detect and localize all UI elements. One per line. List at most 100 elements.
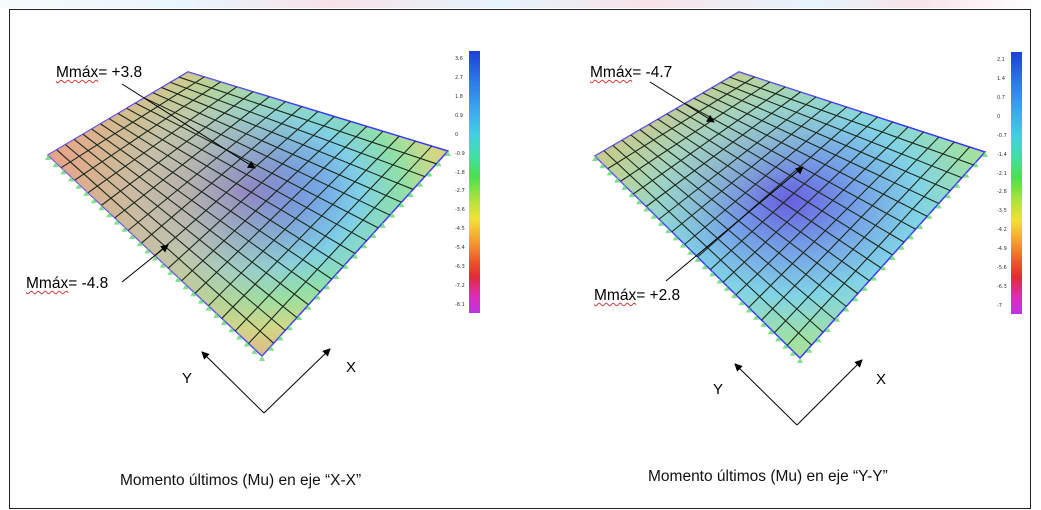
support-marker — [333, 274, 340, 279]
support-marker — [760, 321, 767, 327]
support-marker — [592, 156, 598, 161]
support-marker — [775, 336, 782, 342]
support-marker — [370, 233, 377, 238]
support-marker — [152, 255, 158, 261]
support-marker — [650, 213, 657, 219]
mesh-line — [697, 111, 863, 258]
left-plate — [45, 71, 451, 361]
support-marker — [935, 203, 942, 209]
support-marker — [679, 242, 686, 248]
support-marker — [220, 320, 227, 326]
support-marker — [665, 228, 672, 234]
support-marker — [205, 305, 212, 311]
mesh-line — [693, 97, 928, 217]
support-marker — [945, 193, 951, 199]
support-marker — [52, 162, 59, 168]
colorbar-tick-label: -1.8 — [455, 169, 465, 176]
support-marker — [60, 169, 67, 175]
support-marker — [407, 192, 414, 197]
support-marker — [824, 327, 831, 333]
colorbar-left — [469, 51, 480, 313]
support-marker — [251, 348, 258, 354]
axis-label-y-right: Y — [713, 381, 724, 398]
support-marker — [782, 343, 789, 349]
colorbar-tick-label: 0 — [997, 113, 1001, 120]
leader-arrow-bottom-left — [121, 244, 169, 283]
axes-right — [734, 359, 863, 426]
support-marker — [861, 285, 868, 291]
colorbar-tick-label: -4.5 — [455, 226, 465, 233]
support-marker — [843, 306, 850, 312]
label-mmax-top-right: Mmáx= -4.7 — [590, 64, 673, 81]
leader-arrow-top-right — [649, 81, 715, 123]
support-marker — [197, 298, 204, 304]
colorbar-tick-label: 1.8 — [455, 93, 463, 100]
mesh-line — [709, 116, 878, 271]
right-plate — [592, 71, 988, 363]
support-marker — [305, 304, 312, 310]
support-marker — [435, 161, 442, 167]
support-marker — [113, 219, 120, 225]
colorbar-tick-label: 0.9 — [455, 112, 463, 119]
mesh-line — [126, 107, 367, 242]
support-marker — [398, 202, 405, 208]
mesh-line — [248, 145, 433, 344]
support-marker — [167, 269, 174, 275]
colorbar-tick-label: -5.6 — [997, 265, 1007, 272]
support-marker — [908, 234, 914, 240]
figure-frame — [9, 9, 1031, 509]
support-marker — [45, 155, 51, 160]
support-marker — [90, 198, 97, 204]
support-marker — [296, 315, 303, 320]
colorbar-tick-label: 3.6 — [455, 56, 463, 62]
colorbar-tick-label: 2.7 — [455, 74, 463, 81]
colorbar-tick-label: -2.8 — [997, 189, 1007, 196]
support-marker — [917, 224, 924, 230]
colorbar-tick-label: -8.1 — [455, 302, 465, 308]
colorbar-tick-label: 0 — [455, 131, 459, 138]
mesh-line — [702, 92, 939, 204]
support-marker — [926, 213, 933, 219]
support-marker — [657, 220, 664, 226]
colorbar-tick-label: -3.5 — [997, 208, 1007, 215]
colorbar-tick-label: -7.2 — [455, 283, 465, 290]
colorbar-tick-label: -4.2 — [997, 227, 1007, 234]
support-marker — [834, 316, 840, 322]
mesh-line — [675, 108, 905, 243]
support-marker — [243, 341, 250, 347]
support-marker — [342, 263, 349, 269]
support-marker — [621, 184, 628, 190]
colorbar-ticks-left: 3.6 2.7 1.8 0.9 0 -0.9 -1.8 -2.7 -3.6 -4.5 -5.4 -6.… — [455, 51, 479, 313]
colorbar-ticks-right: 2.1 1.4 0.7 0 -0.7 -1.4 -2.1 -2.8 -3.5 -4.2 -4.9 -5… — [997, 52, 1021, 314]
mesh-line — [152, 92, 402, 203]
mesh-line — [720, 81, 963, 179]
support-marker — [643, 206, 650, 212]
support-marker — [426, 171, 433, 177]
support-marker — [352, 253, 358, 259]
support-marker — [67, 176, 74, 182]
support-marker — [852, 296, 859, 302]
support-marker — [613, 177, 620, 183]
axis-label-x-left: X — [346, 359, 357, 376]
mesh-line — [735, 126, 909, 296]
mesh-line — [181, 120, 351, 282]
colorbar-tick-label: -2.7 — [455, 188, 465, 195]
support-marker — [98, 205, 105, 211]
label-mmax-bottom-left: Mmáx= -4.8 — [26, 275, 109, 292]
support-marker — [694, 257, 701, 262]
support-marker — [361, 243, 368, 249]
support-marker — [709, 271, 716, 277]
support-marker — [286, 325, 293, 331]
support-marker — [745, 307, 752, 313]
support-marker — [635, 199, 642, 205]
support-marker — [767, 329, 774, 335]
support-marker — [954, 182, 961, 188]
colorbar-right — [1011, 52, 1022, 314]
support-marker — [228, 327, 235, 333]
support-marker — [889, 255, 896, 260]
mesh-line — [135, 102, 379, 229]
support-marker — [121, 226, 128, 232]
support-marker — [628, 192, 635, 198]
axis-label-y-left: Y — [182, 370, 193, 387]
support-marker — [268, 345, 275, 351]
